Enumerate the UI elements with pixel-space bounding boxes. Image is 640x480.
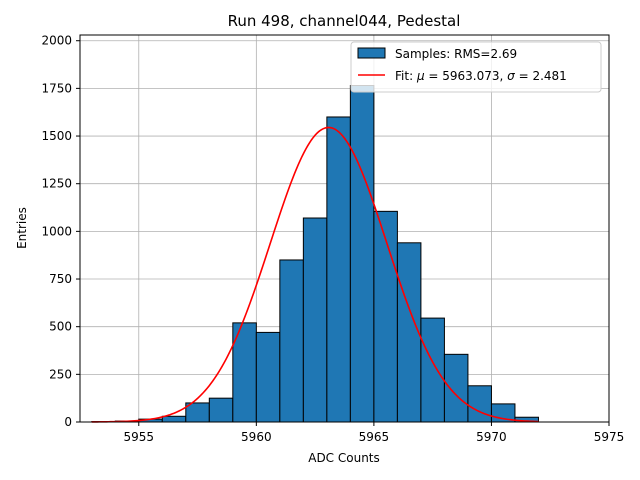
y-tick-label: 1500 [41, 129, 72, 143]
histogram-bar [396, 242, 422, 423]
histogram-bar [420, 317, 445, 423]
y-tick-label: 0 [64, 415, 72, 429]
x-tick-label: 5955 [124, 430, 155, 444]
y-tick-label: 1750 [41, 81, 72, 95]
histogram-bar [255, 331, 281, 423]
fit-curve-layer [91, 126, 539, 423]
y-tick-label: 750 [49, 272, 72, 286]
legend-sigma-symbol: σ [507, 69, 515, 83]
histogram-bar [208, 397, 234, 423]
y-tick-label: 250 [49, 367, 72, 381]
legend-sigma-value: = 2.481 [515, 69, 567, 83]
legend-samples-label: Samples: RMS=2.69 [395, 47, 517, 61]
histogram-bar [349, 85, 375, 423]
histogram-bar [279, 259, 304, 423]
legend-frame [350, 41, 602, 93]
legend-fit-prefix: Fit: [395, 69, 417, 83]
x-axis-label: ADC Counts [308, 451, 380, 465]
histogram-bar [326, 116, 351, 423]
axes-layer [79, 34, 610, 423]
y-axis-label: Entries [15, 207, 29, 249]
histogram-bar [373, 210, 398, 423]
chart-title: Run 498, channel044, Pedestal [228, 12, 461, 30]
histogram-bar [443, 353, 469, 423]
y-tick-label: 2000 [41, 34, 72, 48]
histogram-bar [161, 415, 187, 423]
histogram-bar [302, 217, 328, 423]
x-tick-label: 5975 [594, 430, 625, 444]
legend-fit-label: Fit: μ = 5963.073, σ = 2.481 [395, 69, 567, 83]
y-tick-label: 500 [49, 320, 72, 334]
axes-frame [79, 34, 610, 423]
x-tick-label: 5960 [241, 430, 272, 444]
histogram-bar [467, 385, 492, 423]
ticks-layer: 5955 5960 5965 5970 5975 0 250 500 750 1000 1250 15… [41, 34, 624, 444]
legend-mu-value: = 5963.073, [425, 69, 508, 83]
x-tick-label: 5965 [359, 430, 390, 444]
histogram-bars [91, 85, 539, 423]
y-tick-label: 1000 [41, 224, 72, 238]
y-tick-label: 1250 [41, 177, 72, 191]
fit-curve [91, 126, 539, 423]
legend-samples-swatch [357, 47, 386, 59]
x-tick-label: 5970 [476, 430, 507, 444]
legend-mu-symbol: μ [416, 69, 425, 83]
legend: Samples: RMS=2.69 Fit: μ = 5963.073, σ =… [350, 41, 602, 93]
